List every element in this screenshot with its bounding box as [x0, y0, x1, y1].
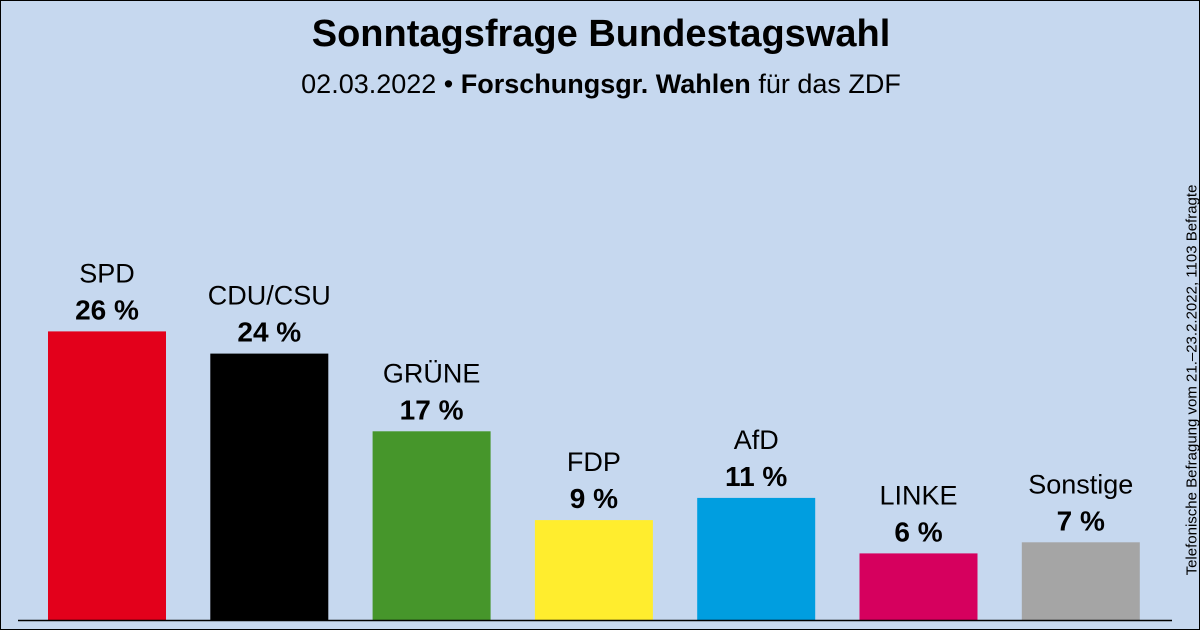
bar-gruene	[372, 431, 491, 620]
subtitle-institute: Forschungsgr. Wahlen	[460, 69, 751, 99]
chart-title: Sonntagsfrage Bundestagswahl	[311, 13, 891, 55]
bar-spd	[48, 331, 166, 620]
subtitle-client: für das ZDF	[758, 69, 901, 99]
value-label-sonstige: 7 %	[1057, 505, 1105, 536]
party-label-gruene: GRÜNE	[383, 358, 481, 388]
bar-afd	[697, 497, 816, 620]
party-label-afd: AfD	[734, 425, 779, 455]
party-label-linke: LINKE	[879, 480, 957, 510]
value-label-cdu-csu: 24 %	[237, 317, 301, 348]
chart-subtitle: 02.03.2022 • Forschungsgr. Wahlen für da…	[1, 69, 1200, 100]
value-label-spd: 26 %	[75, 294, 139, 325]
bar-fdp	[534, 520, 653, 620]
value-label-linke: 6 %	[894, 516, 942, 547]
bar-linke	[859, 553, 978, 620]
value-label-afd: 11 %	[725, 461, 787, 492]
subtitle-date: 02.03.2022 •	[301, 69, 454, 99]
party-label-fdp: FDP	[567, 447, 621, 477]
value-label-fdp: 9 %	[570, 483, 618, 514]
bar-sonstige	[1021, 542, 1140, 620]
party-label-spd: SPD	[79, 258, 135, 288]
value-label-gruene: 17 %	[400, 394, 464, 425]
party-label-sonstige: Sonstige	[1028, 469, 1133, 499]
party-label-cdu-csu: CDU/CSU	[208, 281, 331, 311]
bar-cdu-csu	[210, 353, 329, 620]
